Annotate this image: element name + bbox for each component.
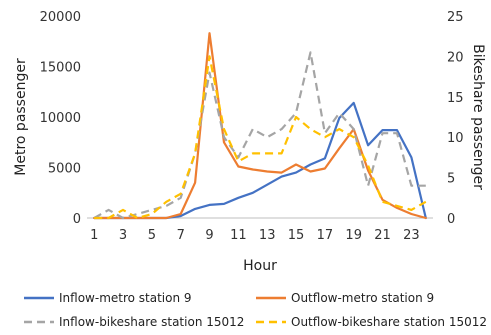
legend-label: Inflow-metro station 9 bbox=[59, 291, 192, 305]
x-tick-label: 23 bbox=[403, 228, 420, 243]
y-right-axis-title: Bikeshare passenger bbox=[470, 44, 486, 190]
y-right-tick-label: 5 bbox=[447, 172, 455, 187]
series-line-3 bbox=[93, 51, 426, 220]
x-tick-label: 11 bbox=[230, 228, 247, 243]
y-left-axis-title: Metro passenger bbox=[13, 58, 29, 176]
x-tick-label: 21 bbox=[374, 228, 391, 243]
x-axis-title: Hour bbox=[243, 258, 277, 274]
y-right-tick-label: 0 bbox=[447, 212, 455, 227]
axes: 1 3 5 7 9 11 13 15 17 19 21 23050001000015000200000… bbox=[13, 10, 486, 274]
series-layer bbox=[93, 32, 427, 220]
x-tick-label: 19 bbox=[345, 228, 362, 243]
y-left-tick-label: 10000 bbox=[40, 111, 81, 126]
y-left-tick-label: 20000 bbox=[40, 10, 81, 25]
x-tick-label: 5 bbox=[148, 228, 156, 243]
legend-label: Outflow-metro station 9 bbox=[291, 291, 434, 305]
y-right-tick-label: 25 bbox=[447, 10, 464, 25]
x-tick-label: 7 bbox=[177, 228, 185, 243]
x-tick-label: 3 bbox=[119, 228, 127, 243]
y-left-tick-label: 0 bbox=[73, 212, 81, 227]
x-tick-label: 1 bbox=[90, 228, 98, 243]
y-right-tick-label: 15 bbox=[447, 91, 464, 106]
y-left-tick-label: 5000 bbox=[48, 162, 81, 177]
legend-label: Inflow-bikeshare station 15012 bbox=[59, 315, 244, 329]
y-right-tick-label: 10 bbox=[447, 131, 464, 146]
x-tick-label: 15 bbox=[288, 228, 305, 243]
series-line-2 bbox=[93, 32, 427, 220]
series-line-4 bbox=[94, 55, 427, 220]
x-tick-label: 9 bbox=[205, 228, 213, 243]
y-left-tick-label: 15000 bbox=[40, 61, 81, 76]
x-tick-label: 13 bbox=[259, 228, 276, 243]
legend-label: Outflow-bikeshare station 15012 bbox=[291, 315, 487, 329]
x-tick-label: 17 bbox=[317, 228, 334, 243]
legend: Inflow-metro station 9 Outflow-metro stat… bbox=[24, 291, 487, 329]
y-right-tick-label: 20 bbox=[447, 50, 464, 65]
